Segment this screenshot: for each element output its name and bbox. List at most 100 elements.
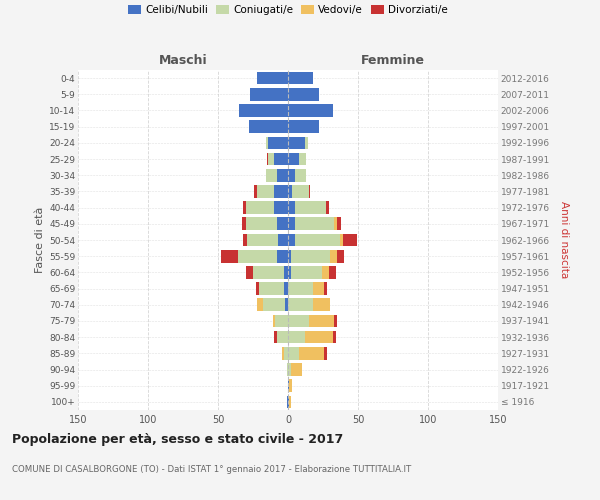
Bar [256,282,259,295]
Bar [257,72,288,85]
Bar [288,331,305,344]
Bar [309,185,310,198]
Bar [291,363,302,376]
Bar [263,298,285,311]
Bar [288,88,319,101]
Text: Popolazione per età, sesso e stato civile - 2017: Popolazione per età, sesso e stato civil… [12,432,343,446]
Y-axis label: Fasce di età: Fasce di età [35,207,45,273]
Bar [325,282,327,295]
Bar [289,380,292,392]
Bar [238,250,277,262]
Bar [268,152,274,166]
Bar [295,234,340,246]
Bar [288,169,295,181]
Bar [221,250,238,262]
Bar [295,169,306,181]
Bar [291,250,330,262]
Bar [268,136,288,149]
Bar [257,298,263,311]
Bar [247,234,278,246]
Bar [288,380,289,392]
Bar [322,266,329,278]
Bar [299,152,306,166]
Bar [239,104,288,117]
Bar [288,120,319,133]
Bar [288,314,309,328]
Bar [277,218,288,230]
Bar [288,72,313,85]
Bar [283,347,284,360]
Bar [288,152,299,166]
Bar [313,282,325,295]
Bar [253,266,284,278]
Bar [289,396,291,408]
Bar [337,250,344,262]
Bar [326,202,329,214]
Bar [288,282,313,295]
Bar [288,347,299,360]
Bar [287,396,288,408]
Bar [243,202,246,214]
Bar [274,152,288,166]
Bar [278,234,288,246]
Bar [287,363,288,376]
Bar [334,314,337,328]
Bar [288,185,292,198]
Bar [266,169,277,181]
Bar [313,298,330,311]
Bar [246,202,274,214]
Bar [277,169,288,181]
Bar [288,363,291,376]
Bar [242,218,246,230]
Text: COMUNE DI CASALBORGONE (TO) - Dati ISTAT 1° gennaio 2017 - Elaborazione TUTTITAL: COMUNE DI CASALBORGONE (TO) - Dati ISTAT… [12,465,411,474]
Legend: Celibi/Nubili, Coniugati/e, Vedovi/e, Divorziati/e: Celibi/Nubili, Coniugati/e, Vedovi/e, Di… [124,0,452,19]
Bar [291,266,322,278]
Bar [277,331,288,344]
Bar [325,347,327,360]
Text: Femmine: Femmine [361,54,425,67]
Bar [274,331,277,344]
Bar [288,136,305,149]
Bar [295,202,326,214]
Bar [333,331,335,344]
Bar [272,314,275,328]
Bar [295,218,334,230]
Bar [330,250,337,262]
Bar [309,314,334,328]
Bar [288,218,295,230]
Bar [288,266,291,278]
Bar [259,282,284,295]
Bar [284,347,288,360]
Bar [254,185,257,198]
Bar [337,218,341,230]
Text: Maschi: Maschi [158,54,208,67]
Y-axis label: Anni di nascita: Anni di nascita [559,202,569,278]
Bar [305,136,308,149]
Bar [275,314,288,328]
Bar [288,234,295,246]
Bar [343,234,356,246]
Bar [246,218,277,230]
Bar [249,120,288,133]
Bar [329,266,335,278]
Bar [285,298,288,311]
Bar [243,234,247,246]
Bar [288,396,289,408]
Bar [246,266,253,278]
Bar [340,234,343,246]
Bar [292,185,309,198]
Bar [284,266,288,278]
Bar [274,202,288,214]
Bar [274,185,288,198]
Bar [277,250,288,262]
Bar [288,250,291,262]
Bar [266,136,268,149]
Bar [257,185,274,198]
Bar [305,331,333,344]
Bar [288,104,333,117]
Bar [334,218,337,230]
Bar [250,88,288,101]
Bar [288,202,295,214]
Bar [284,282,288,295]
Bar [299,347,325,360]
